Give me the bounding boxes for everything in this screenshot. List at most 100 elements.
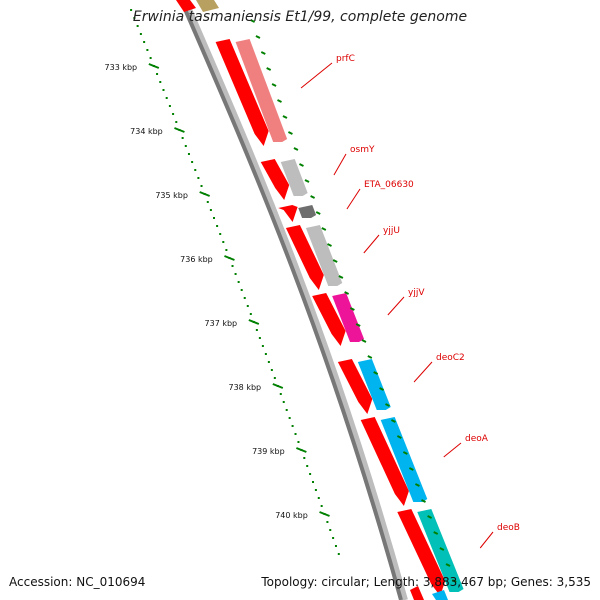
scale-tick-label: 738 kbp [229,383,262,392]
gene-label-ETA_06630[interactable]: ETA_06630 [364,180,414,190]
ruler-dot [291,425,294,427]
outer-ring-tick [414,483,420,487]
gene-label-osmY[interactable]: osmY [350,145,375,155]
gene-leader-line [346,188,361,210]
ruler-dot [288,417,291,419]
outer-ring-tick [396,435,402,439]
gene-fragment-top-forward [176,0,196,12]
gene-label-deoA[interactable]: deoA [465,434,489,444]
ruler-dot [222,241,225,243]
gene-arrow-deoA[interactable] [360,417,409,506]
ruler-dot [231,265,234,267]
gene-fragment-top-cog [196,0,219,12]
outer-ring-tick [287,131,293,135]
scale-tick-label: 735 kbp [155,191,188,200]
outer-ring-tick [304,179,310,183]
scale-tick-label: 740 kbp [275,511,308,520]
outer-ring-tick [255,35,261,39]
genome-backbone-outer [182,0,408,600]
ruler-dot [243,297,246,299]
ruler-dot [225,249,228,251]
gene-fragment-bottom-forward [410,586,424,600]
ruler-major-tick [319,511,330,517]
accession-text: Accession: NC_010694 [9,575,146,589]
scale-tick-label: 739 kbp [252,447,285,456]
gene-leader-line [300,62,333,89]
ruler-dot [237,281,240,283]
outer-ring-tick [266,67,272,71]
ruler-dot [279,393,282,395]
gene-label-deoB[interactable]: deoB [497,523,520,533]
gene-arrow-yjjU[interactable] [285,225,324,290]
ruler-dot [165,97,168,99]
ruler-dot [326,521,329,523]
gene-arrow-ETA_06630[interactable] [278,205,298,222]
ruler-dot [187,153,190,155]
ruler-dot [234,273,237,275]
gene-arrow-osmY[interactable] [260,159,290,200]
ruler-major-tick [148,63,160,69]
outer-ring-tick [379,387,385,391]
gene-leader-line [387,296,405,316]
ruler-dot [130,9,133,11]
gene-arrow-deoB[interactable] [397,509,446,596]
ruler-dot [246,305,249,307]
gene-label-prfC[interactable]: prfC [336,54,355,64]
outer-ring-tick [310,195,316,199]
ruler-dot [206,201,209,203]
ruler-dot [317,497,320,499]
gene-arrow-prfC[interactable] [215,39,269,146]
ruler-dot [285,409,288,411]
ruler-dot [175,121,178,123]
gene-arrow-deoC2[interactable] [337,359,373,414]
ruler-dot [136,25,139,27]
ruler-dot [264,353,267,355]
gene-cog-band-deoB [417,509,464,592]
gene-label-yjjV[interactable]: yjjV [408,288,425,298]
ruler-dot [282,401,285,403]
outer-ring-tick [271,83,277,87]
outer-ring-tick [385,403,390,407]
outer-ring-tick [344,291,350,295]
ruler-dot [200,185,203,187]
ruler-dot [309,473,312,475]
ruler-dot [194,169,197,171]
ruler-dot [261,345,264,347]
ruler-dot [249,313,252,315]
outer-ring-tick [451,579,457,583]
ruler-dot [216,225,219,227]
outer-ring-tick [355,323,361,327]
outer-ring-tick [408,467,414,471]
gene-label-deoC2[interactable]: deoC2 [436,353,465,363]
outer-ring-tick [421,499,426,503]
ruler-dot [337,553,340,555]
gene-leader-line [443,442,462,458]
ruler-dot [146,49,149,51]
outer-ring-tick [321,227,327,231]
ruler-dot [159,81,162,83]
scale-tick-label: 736 kbp [180,255,213,264]
gene-arrow-yjjV[interactable] [312,293,346,346]
outer-ring-tick [332,259,338,263]
genome-summary-text: Topology: circular; Length: 3,883,467 bp… [261,575,591,589]
ruler-dot [149,57,152,59]
ruler-dot [312,481,315,483]
gene-cog-band-deoC2 [357,359,391,410]
ruler-dot [133,17,136,19]
ruler-dot [213,217,216,219]
ruler-dot [172,113,175,115]
ruler-dot [255,329,258,331]
ruler-dot [191,161,194,163]
outer-ring-tick [367,355,373,359]
gene-label-yjjU[interactable]: yjjU [383,226,400,236]
outer-ring-tick [260,51,266,55]
ruler-dot [314,489,317,491]
ruler-dot [267,361,270,363]
ruler-dot [139,33,142,35]
ruler-dot [209,209,212,211]
outer-ring-tick [373,371,379,375]
ruler-dot [162,89,165,91]
outer-ring-tick [277,99,282,103]
outer-ring-tick [445,563,451,567]
